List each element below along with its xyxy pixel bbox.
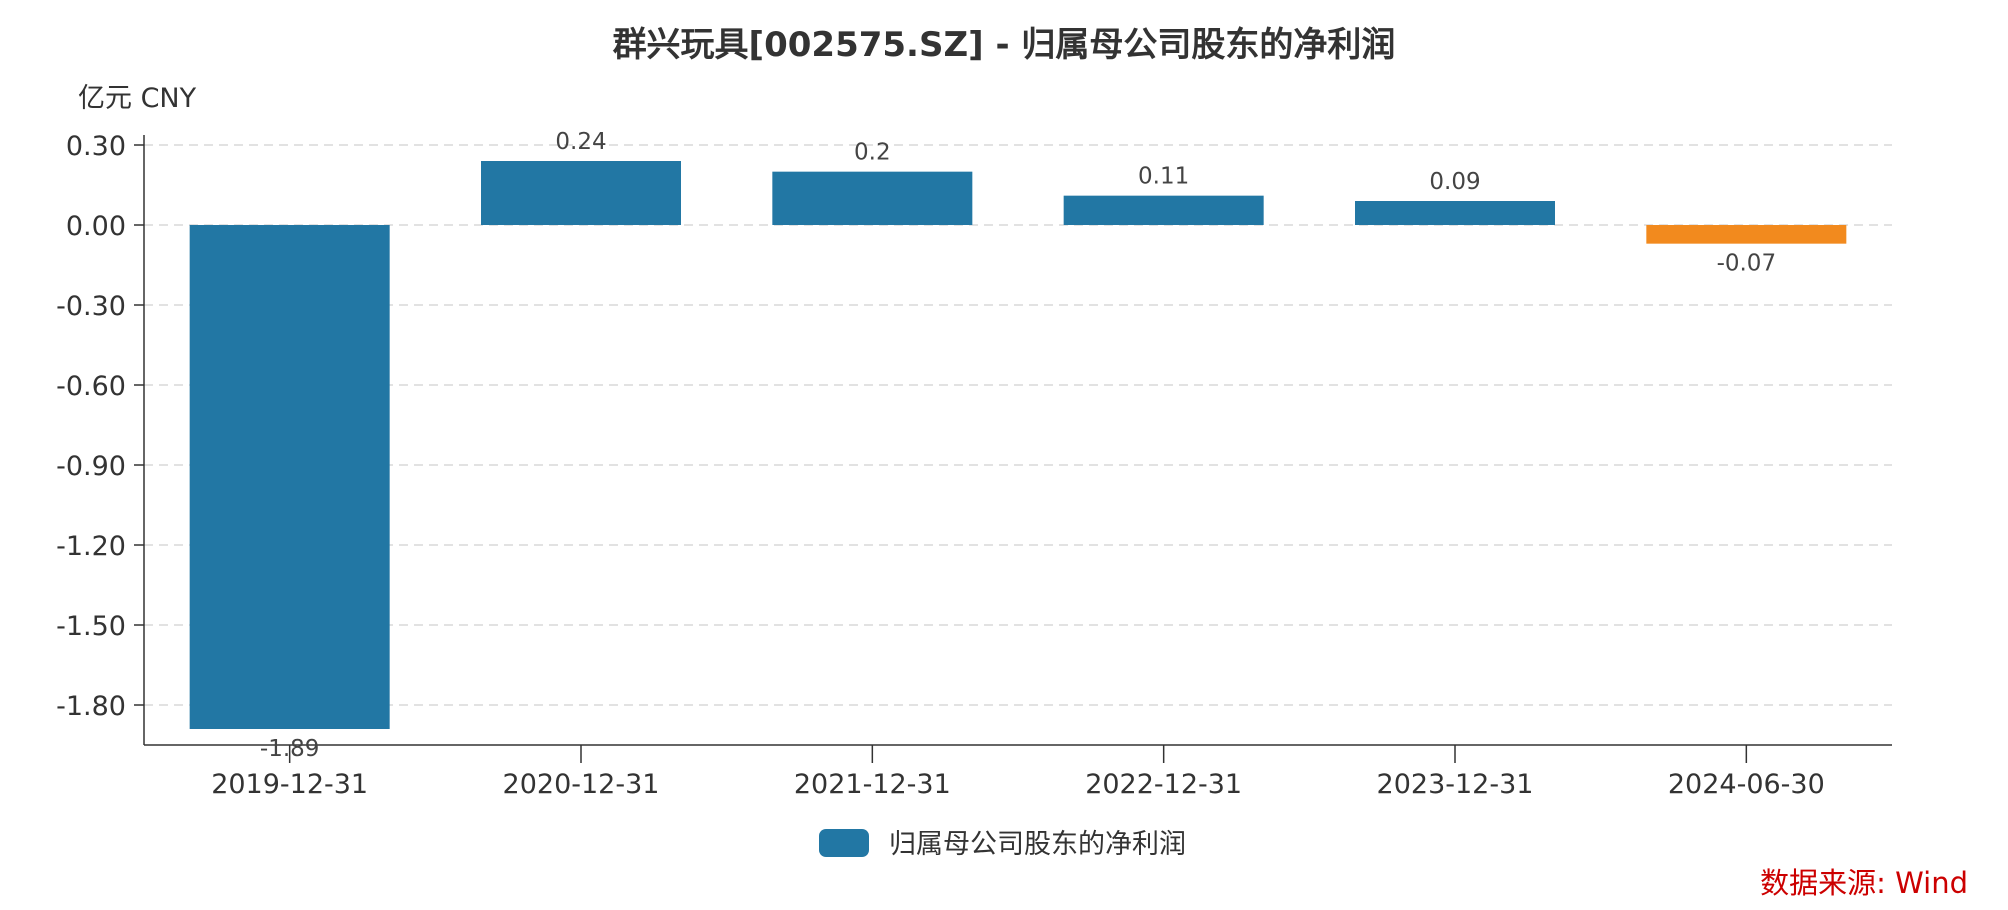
x-tick-label: 2020-12-31 <box>503 769 660 800</box>
y-tick-label: 0.00 <box>66 211 126 242</box>
data-label: 0.09 <box>1429 169 1480 195</box>
legend-swatch <box>819 829 869 857</box>
x-tick-label: 2019-12-31 <box>211 769 368 800</box>
legend: 归属母公司股东的净利润 <box>819 829 1186 860</box>
data-label: 0.24 <box>555 129 606 155</box>
gridlines <box>144 144 1892 706</box>
bar <box>189 225 390 729</box>
data-label: -0.07 <box>1717 251 1777 277</box>
x-tick-label: 2022-12-31 <box>1085 769 1242 800</box>
data-label: 0.2 <box>854 140 891 166</box>
axes: 0.30 0.00 -0.30 -0.60 -0.90 -1.20 -1.50 -1.80 20… <box>56 131 1892 800</box>
y-tick-label: -0.90 <box>56 451 126 482</box>
bar <box>772 171 973 225</box>
y-tick-label: -1.80 <box>56 691 126 722</box>
y-tick-label: -0.60 <box>56 371 126 402</box>
chart-title: 群兴玩具[002575.SZ] - 归属母公司股东的净利润 <box>613 25 1396 65</box>
data-label: 0.11 <box>1138 164 1189 190</box>
bar <box>481 161 681 225</box>
bar <box>1646 225 1847 244</box>
x-tick-label: 2021-12-31 <box>794 769 951 800</box>
y-tick-label: -1.20 <box>56 531 126 562</box>
data-source: 数据来源: Wind <box>1760 866 1968 900</box>
data-label: -1.89 <box>260 736 320 762</box>
y-tick-label: -1.50 <box>56 611 126 642</box>
legend-label: 归属母公司股东的净利润 <box>889 829 1186 860</box>
bar <box>1063 195 1264 225</box>
bar <box>1355 201 1555 225</box>
y-tick-label: -0.30 <box>56 291 126 322</box>
y-tick-label: 0.30 <box>66 131 126 162</box>
y-axis-unit: 亿元 CNY <box>78 83 197 114</box>
bars <box>189 161 1847 729</box>
data-labels: -1.89 0.24 0.2 0.11 0.09 -0.07 <box>260 129 1776 762</box>
x-tick-label: 2024-06-30 <box>1668 769 1825 800</box>
x-tick-label: 2023-12-31 <box>1377 769 1534 800</box>
